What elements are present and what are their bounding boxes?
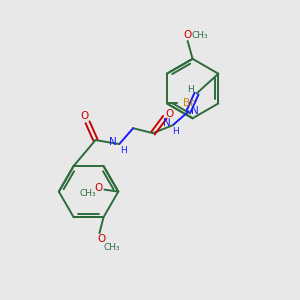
Text: N: N (163, 118, 171, 128)
Text: O: O (166, 109, 174, 119)
Text: O: O (94, 183, 103, 193)
Text: Br: Br (183, 98, 194, 108)
Text: H: H (172, 127, 179, 136)
Text: H: H (120, 146, 127, 154)
Text: O: O (80, 111, 89, 121)
Text: N: N (191, 106, 198, 116)
Text: O: O (97, 234, 106, 244)
Text: H: H (187, 85, 194, 94)
Text: O: O (184, 30, 192, 40)
Text: CH₃: CH₃ (191, 31, 208, 40)
Text: CH₃: CH₃ (103, 243, 120, 252)
Text: CH₃: CH₃ (79, 189, 96, 198)
Text: N: N (110, 137, 117, 147)
